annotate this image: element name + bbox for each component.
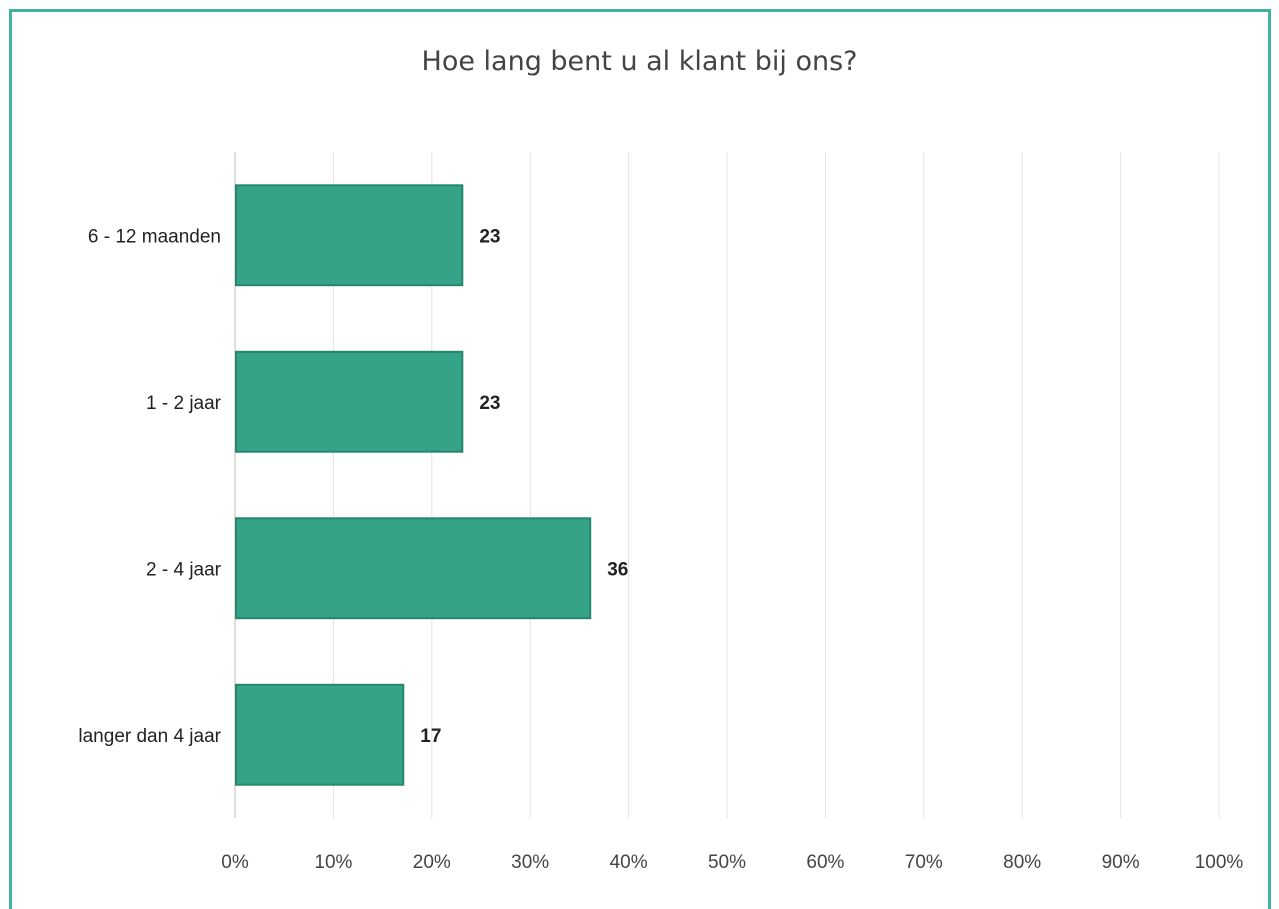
bar [235, 683, 405, 786]
x-tick-label: 30% [511, 852, 549, 873]
bar [235, 517, 592, 620]
bar [235, 184, 464, 287]
data-label: 23 [479, 226, 500, 247]
x-tick-label: 60% [806, 852, 844, 873]
x-tick-label: 20% [413, 852, 451, 873]
chart-title: Hoe lang bent u al klant bij ons? [421, 46, 858, 77]
data-label: 17 [420, 726, 441, 747]
category-label: 6 - 12 maanden [88, 226, 221, 247]
category-label: langer dan 4 jaar [78, 726, 221, 747]
chart-frame [9, 9, 1271, 909]
x-tick-label: 90% [1102, 852, 1140, 873]
x-tick-label: 80% [1003, 852, 1041, 873]
x-tick-label: 10% [314, 852, 352, 873]
category-label: 2 - 4 jaar [146, 559, 222, 580]
x-tick-label: 0% [221, 852, 249, 873]
x-tick-label: 50% [708, 852, 746, 873]
data-label: 23 [479, 393, 500, 414]
x-tick-label: 100% [1195, 852, 1244, 873]
category-label: 1 - 2 jaar [146, 393, 222, 414]
x-tick-label: 70% [905, 852, 943, 873]
x-tick-label: 40% [610, 852, 648, 873]
bar [235, 350, 464, 453]
data-label: 36 [607, 559, 628, 580]
